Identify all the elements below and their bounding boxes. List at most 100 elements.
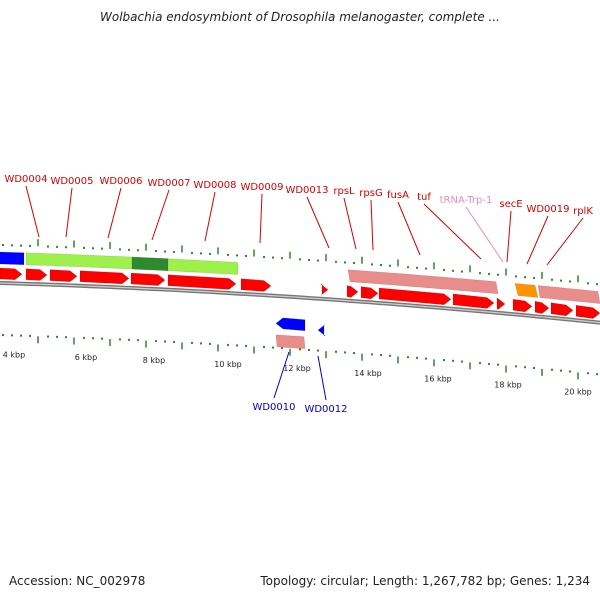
gene-label: secE <box>499 199 522 210</box>
scale-dot <box>173 250 175 253</box>
forward-gene-arrow <box>378 287 452 306</box>
scale-dot <box>155 340 157 343</box>
gene-label: WD0007 <box>147 178 190 189</box>
gene-label: WD0019 <box>526 204 569 215</box>
scale-dot <box>479 272 481 275</box>
scale-dot <box>47 335 49 338</box>
scale-dot <box>497 363 499 366</box>
scale-dot <box>281 347 283 350</box>
genome-summary: Topology: circular; Length: 1,267,782 bp… <box>260 574 590 588</box>
scale-dot <box>497 273 499 276</box>
scale-dot <box>191 251 193 254</box>
forward-gene-arrow <box>534 300 550 314</box>
scale-dot <box>380 354 382 357</box>
forward-gene-arrow <box>240 278 272 292</box>
scale-dot <box>128 338 130 341</box>
callout-line <box>317 355 327 401</box>
callout-line <box>107 187 122 239</box>
orange-feature-bar <box>514 283 539 298</box>
scale-dot <box>308 258 310 261</box>
scale-dot <box>317 259 319 262</box>
scale-dot <box>11 334 13 337</box>
scale-dot <box>92 337 94 340</box>
scale-dot <box>515 275 517 278</box>
gene-label: WD0008 <box>193 180 236 191</box>
forward-gene-arrow <box>79 270 130 285</box>
gene-label: WD0004 <box>4 174 47 185</box>
scale-dot <box>515 365 517 368</box>
backbone-highlight <box>0 282 600 324</box>
forward-gene-arrow <box>167 274 237 290</box>
scale-dot <box>128 248 130 251</box>
scale-dot <box>155 250 157 253</box>
dotted-scale-outer <box>2 239 598 286</box>
gene-label: rpsL <box>333 186 355 197</box>
scale-dot <box>11 244 13 247</box>
scale-dot <box>227 343 229 346</box>
accession-text: Accession: NC_002978 <box>9 574 146 588</box>
gene-labels: WD0004 WD0005 WD0006 WD0007 WD0008 WD0009 WD00… <box>4 174 593 415</box>
forward-gene-arrow <box>0 267 23 281</box>
pink-feature-bar <box>537 285 600 304</box>
scale-dot <box>407 356 409 359</box>
scale-dot <box>551 278 553 281</box>
scale-dot <box>83 336 85 339</box>
gene-label: WD0012 <box>304 404 347 415</box>
forward-gene-arrow <box>512 298 533 313</box>
gene-label: WD0010 <box>252 402 295 413</box>
callout-line <box>526 215 549 265</box>
feature-bars <box>0 251 600 350</box>
scale-dot <box>317 349 319 352</box>
scale-dot <box>200 252 202 255</box>
forward-gene-arrow <box>575 304 600 319</box>
gene-label: tuf <box>417 192 431 203</box>
callout-line <box>343 197 357 250</box>
gene-label: fusA <box>387 190 409 201</box>
scale-label: 10 kbp <box>214 360 242 369</box>
callout-line <box>506 210 512 263</box>
scale-label: 12 kbp <box>283 364 311 373</box>
scale-dot <box>407 266 409 269</box>
scale-dot <box>119 248 121 251</box>
scale-dot <box>416 266 418 269</box>
scale-dot <box>479 362 481 365</box>
callout-line <box>306 196 330 249</box>
backbone-curve <box>0 281 600 325</box>
scale-dot <box>2 334 4 337</box>
callout-line <box>65 187 73 238</box>
scale-dot <box>452 269 454 272</box>
scale-dot <box>389 354 391 357</box>
scale-dot <box>533 277 535 280</box>
scale-dot <box>380 264 382 267</box>
scale-dot <box>236 344 238 347</box>
scale-dot <box>596 283 598 286</box>
scale-label: 4 kbp <box>3 350 25 359</box>
scale-dot <box>236 254 238 257</box>
forward-gene-arrow <box>550 302 574 317</box>
scale-dot <box>56 335 58 338</box>
reverse-gene-arrow <box>275 317 306 332</box>
scale-dot <box>569 280 571 283</box>
scale-label: 8 kbp <box>143 356 165 365</box>
scale-dot <box>65 336 67 339</box>
scale-dot <box>524 276 526 279</box>
gene-label: WD0009 <box>240 182 283 193</box>
scale-dot <box>191 341 193 344</box>
scale-dot <box>425 267 427 270</box>
dotted-scale-inner <box>2 334 598 380</box>
scale-labels: 4 kbp 6 kbp 8 kbp 10 kbp 12 kbp 14 kbp 16 kbp 1… <box>3 350 592 396</box>
scale-dot <box>173 340 175 343</box>
scale-dot <box>263 256 265 259</box>
scale-dot <box>92 247 94 250</box>
scale-dot <box>596 373 598 376</box>
gene-label: WD0005 <box>50 176 93 187</box>
callout-line <box>370 199 374 251</box>
gene-label: rplK <box>573 206 593 217</box>
gene-label: WD0013 <box>285 185 328 196</box>
scale-dot <box>353 262 355 265</box>
scale-dot <box>587 372 589 375</box>
scale-dot <box>335 350 337 353</box>
scale-dot <box>47 245 49 248</box>
scale-dot <box>245 254 247 257</box>
